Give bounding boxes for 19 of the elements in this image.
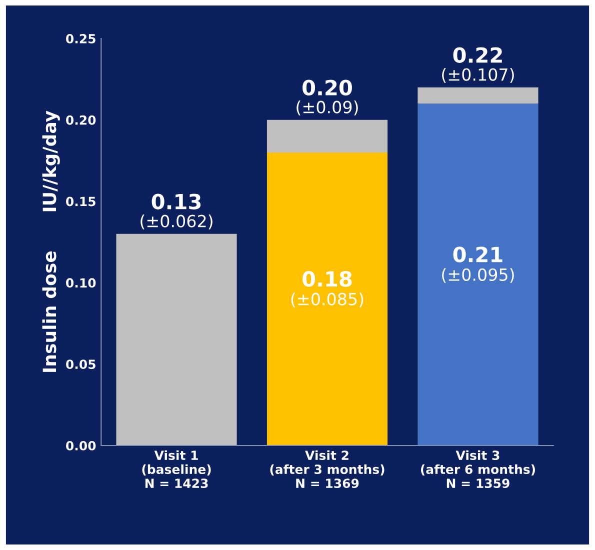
data-label: 0.21 (±0.095) — [442, 246, 514, 283]
x-tick-label: Visit 2 (after 3 months) N = 1369 — [270, 450, 384, 488]
data-label: 0.18 (±0.085) — [291, 271, 364, 308]
x-tick-label: Visit 3 (after 6 months) N = 1359 — [420, 450, 535, 488]
y-tick-label: 0.05 — [66, 360, 96, 370]
x-tick-label: Visit 1 (baseline) N = 1423 — [142, 450, 211, 488]
total-label: 0.13 (±0.062) — [140, 194, 212, 230]
y-tick-label: 0.10 — [66, 278, 96, 288]
bar — [418, 87, 538, 104]
y-axis-title: Insulin dose IU//kg/day — [42, 110, 60, 372]
bar — [266, 120, 388, 152]
bar — [418, 104, 538, 446]
y-tick-label: 0.15 — [66, 196, 96, 206]
y-tick-label: 0.20 — [66, 115, 96, 125]
y-tick-label: 0.00 — [66, 440, 96, 450]
total-label: 0.22 (±0.107) — [442, 47, 514, 83]
total-label: 0.20 (±0.09) — [296, 80, 358, 116]
y-tick-label: 0.25 — [66, 34, 96, 44]
bar — [266, 152, 388, 446]
